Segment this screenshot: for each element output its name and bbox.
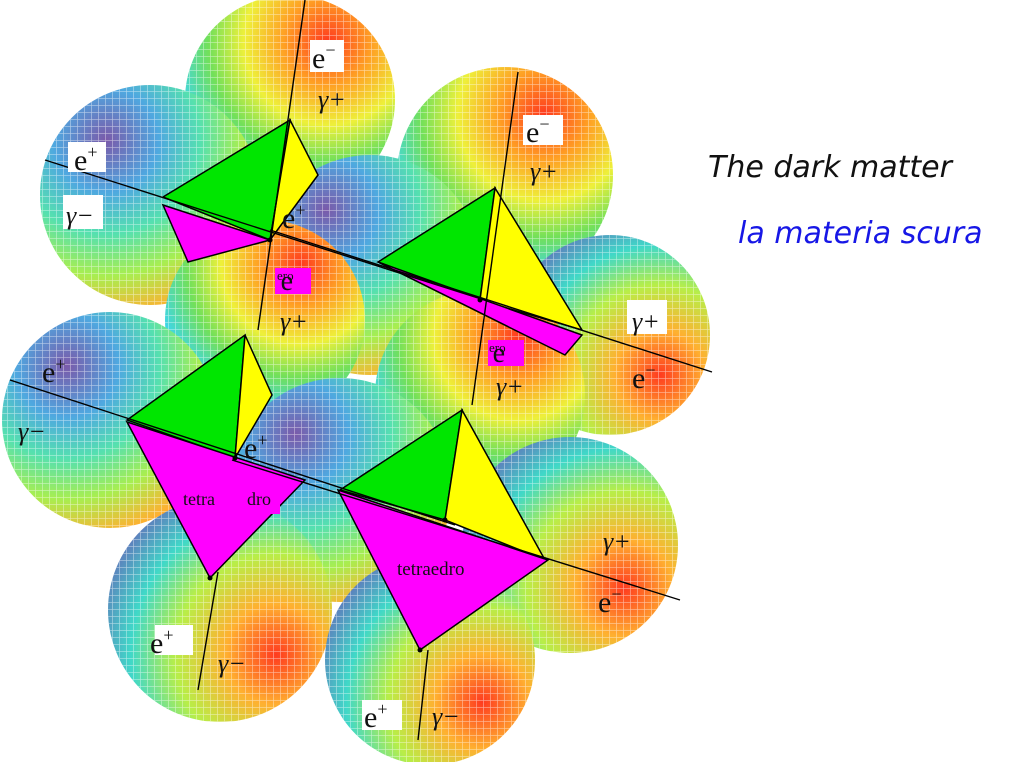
face-magenta-1 <box>161 203 273 263</box>
label-electron-top: e− <box>312 40 335 75</box>
axis-lines <box>9 0 713 741</box>
face-yellow-2 <box>479 185 584 332</box>
label-ero-2: eero <box>489 338 506 369</box>
face-yellow-3 <box>234 334 273 459</box>
caption-english: The dark matter <box>708 150 952 185</box>
label-photon-plus-lower-right: γ+ <box>603 527 631 556</box>
vertex-dots <box>207 237 483 653</box>
sphere-bottom-left <box>108 498 332 722</box>
label-photon-minus-upper-left: γ− <box>66 201 94 230</box>
label-photon-minus-bottom-left: γ− <box>218 649 246 678</box>
label-tetra-partial: tetra <box>183 489 215 509</box>
label-positron-center: e+ <box>282 200 305 235</box>
sphere-lower-right <box>462 437 678 653</box>
label-photon-plus-center: γ+ <box>280 307 308 336</box>
label-electron-top-right: e− <box>526 114 549 149</box>
label-photon-minus-bottom-center: γ− <box>432 702 460 731</box>
label-photon-plus-top: γ+ <box>318 85 346 114</box>
label-photon-plus-right: γ+ <box>632 307 660 336</box>
label-positron-bottom-center: e+ <box>364 699 387 734</box>
label-tetraedro: tetraedro <box>397 559 465 580</box>
label-positron-left: e+ <box>42 354 65 389</box>
label-dro-partial: dro <box>247 489 271 509</box>
face-yellow-4 <box>444 407 547 562</box>
label-photon-plus-top-right: γ+ <box>530 157 558 186</box>
label-positron-upper-left: e+ <box>74 142 97 177</box>
label-positron-bottom-left: e+ <box>150 625 173 660</box>
face-magenta-4 <box>336 488 550 652</box>
label-backgrounds <box>63 40 667 730</box>
label-ero-1: eero <box>277 266 294 297</box>
tetrahedron-faces <box>125 117 584 652</box>
label-positron-lower-center: e+ <box>244 430 267 465</box>
label-electron-lower-right: e− <box>598 584 621 619</box>
label-photon-minus-left: γ− <box>18 417 46 446</box>
label-photon-plus-center-right: γ+ <box>496 372 524 401</box>
sphere-group <box>2 0 710 762</box>
caption-italian: la materia scura <box>738 216 983 251</box>
face-magenta-3 <box>125 420 307 580</box>
label-electron-right: e− <box>632 360 655 395</box>
label-highlights <box>240 268 524 514</box>
particle-labels: e− γ+ e+ γ− e− γ+ e+ eero γ+ γ+ e− eero … <box>18 40 660 734</box>
